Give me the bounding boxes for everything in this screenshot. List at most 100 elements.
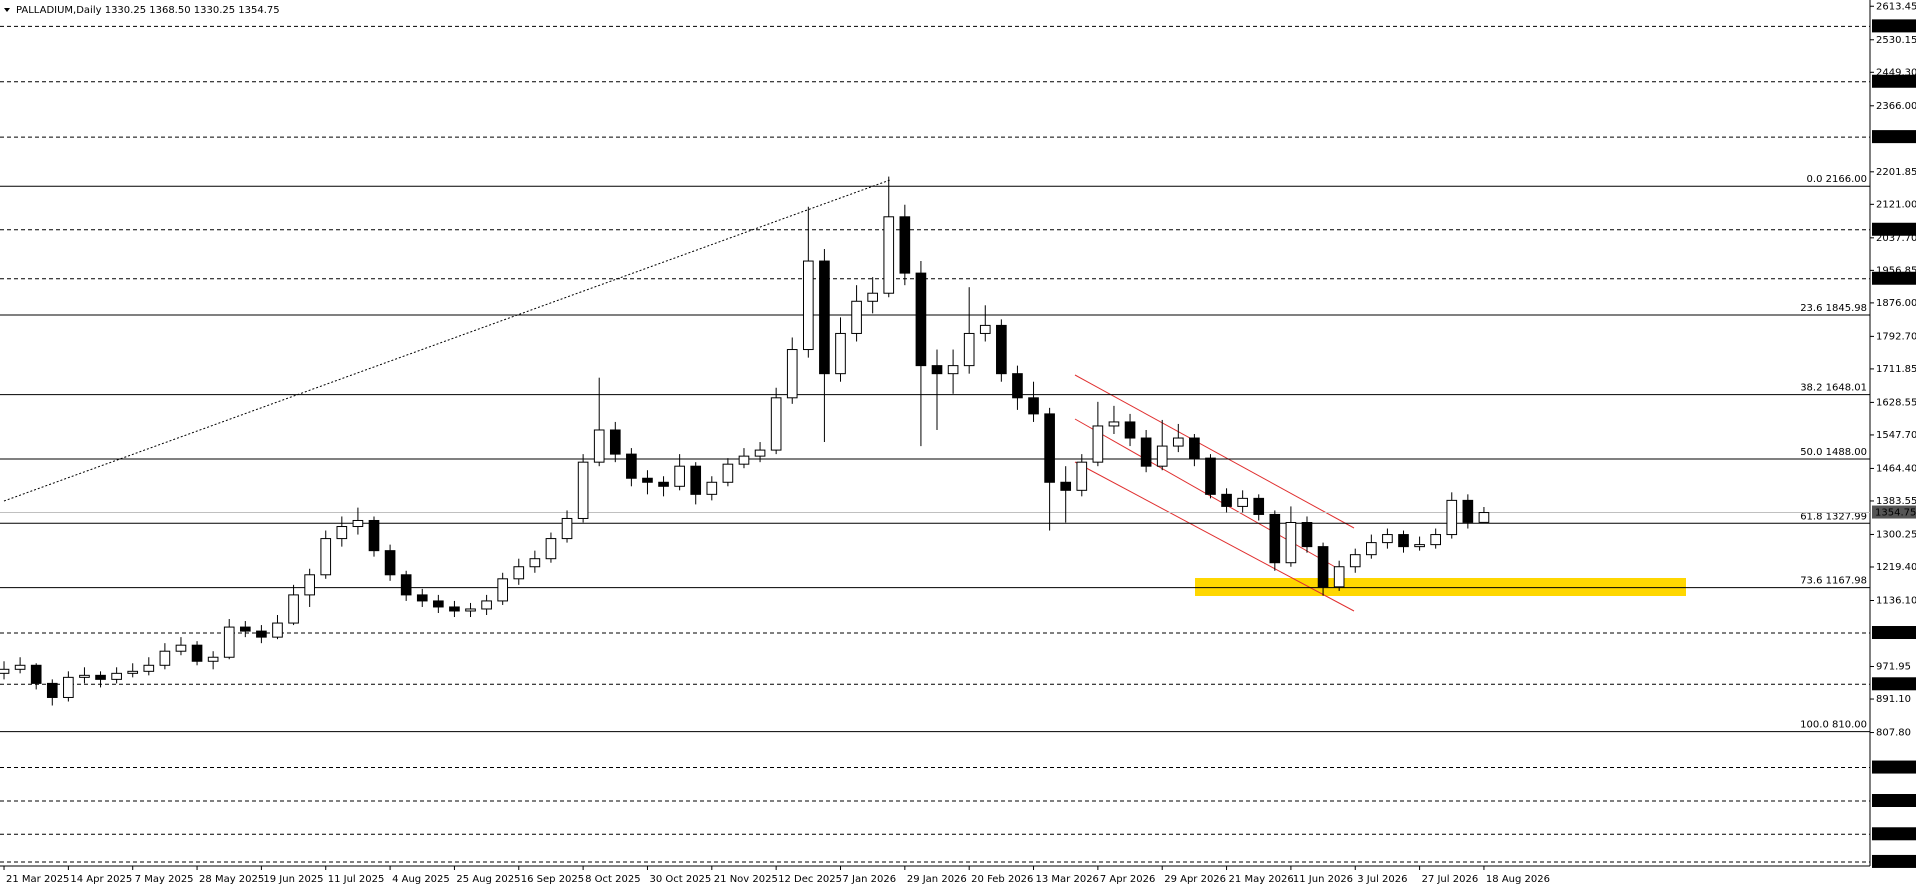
fib-ratio: 38.2 (1800, 383, 1822, 394)
candle-body (851, 300, 862, 334)
candle-body (288, 594, 299, 624)
candle-body (465, 608, 476, 612)
level-label: 486.10 (1875, 857, 1910, 868)
candle-body (239, 626, 251, 632)
candle-body (1044, 413, 1055, 483)
x-tick-label: 7 May 2025 (135, 874, 194, 885)
x-tick-label: 11 Jul 2025 (328, 874, 385, 885)
candle-body (996, 324, 1007, 375)
x-tick-label: 29 Apr 2026 (1164, 874, 1226, 885)
level-label: 2563.40 (1875, 21, 1916, 32)
candle-body (867, 292, 878, 302)
candle-body (368, 519, 380, 552)
candle-body (513, 566, 525, 580)
y-tick-label: 1876.00 (1876, 298, 1916, 309)
y-tick-label: 971.95 (1876, 662, 1911, 673)
candle-body (1317, 546, 1329, 588)
candle-body (175, 644, 187, 652)
candle-body (963, 332, 975, 367)
fib-ratio: 73.6 (1800, 576, 1822, 587)
candle-body (14, 664, 26, 670)
candle-body (899, 216, 911, 274)
candle-body (786, 349, 798, 399)
fib-label: 61.8 1327.99 (1800, 511, 1867, 522)
candle-body (1462, 499, 1474, 523)
fib-ratio: 0.0 (1807, 174, 1823, 185)
x-tick-label: 21 May 2026 (1229, 874, 1294, 885)
candle-body (1237, 497, 1248, 507)
y-tick-label: 1300.25 (1876, 529, 1916, 540)
candle-body (223, 626, 235, 658)
level-label-box (1872, 793, 1916, 807)
candle-body (1398, 534, 1409, 548)
current-price-label: 1354.75 (1875, 508, 1916, 519)
candle-body (1301, 521, 1313, 548)
level-label-box (1872, 626, 1916, 640)
candle-body (738, 455, 750, 465)
y-tick-label: 1219.40 (1876, 562, 1916, 573)
y-tick-label: 1628.55 (1876, 397, 1916, 408)
candle-body (143, 664, 155, 672)
candle-body (63, 676, 74, 698)
candle-body (46, 682, 58, 698)
candle-body (159, 650, 171, 666)
candle-body (497, 578, 509, 602)
candle-body (95, 674, 106, 680)
candle-body (30, 664, 42, 684)
candle-body (1349, 554, 1361, 568)
candle-body (272, 622, 283, 638)
y-tick-label: 891.10 (1876, 694, 1911, 705)
y-tick-label: 2366.00 (1876, 101, 1916, 112)
candle-body (674, 465, 685, 487)
level-label-box (1872, 74, 1916, 88)
level-label-box (1872, 760, 1916, 774)
candle-body (79, 674, 90, 678)
fib-label: 50.0 1488.00 (1800, 447, 1867, 458)
x-tick-label: 14 Apr 2025 (70, 874, 132, 885)
candle-body (642, 477, 653, 483)
candle-body (1221, 493, 1232, 507)
fib-ratio: 50.0 (1800, 447, 1822, 458)
candle-body (400, 574, 412, 596)
level-label: 720.75 (1875, 763, 1910, 774)
level-label-box (1872, 854, 1916, 868)
fib-price: 1327.99 (1826, 511, 1867, 522)
candle-body (561, 517, 573, 540)
candle-body (1478, 512, 1490, 523)
fib-price: 1488.00 (1826, 447, 1867, 458)
candle-body (1060, 481, 1072, 491)
menu-arrow (4, 8, 10, 12)
fib-label: 38.2 1648.01 (1800, 383, 1867, 394)
x-tick-label: 19 Jun 2025 (263, 874, 323, 885)
x-tick-label: 20 Feb 2026 (971, 874, 1033, 885)
candle-body (835, 332, 846, 375)
x-tick-label: 13 Mar 2026 (1036, 874, 1099, 885)
candle-body (1414, 544, 1425, 548)
candle-body (449, 606, 460, 612)
level-label-box (1872, 19, 1916, 33)
candle-body (1156, 445, 1168, 467)
level-label: 927.75 (1875, 679, 1910, 690)
fib-price: 1648.01 (1826, 383, 1867, 394)
candle-body (979, 324, 991, 334)
candle-body (127, 670, 139, 674)
candle-body (191, 644, 203, 662)
candle-body (1269, 513, 1281, 564)
level-label-box (1872, 677, 1916, 691)
level-label: 2288.10 (1875, 132, 1916, 143)
candle-body (1028, 397, 1039, 415)
channel-line (1074, 461, 1355, 612)
level-label: 1055.25 (1875, 628, 1916, 639)
candle-body (690, 465, 702, 495)
candle-body (0, 668, 10, 674)
y-tick-label: 2530.15 (1876, 35, 1916, 46)
candle-body (1333, 566, 1345, 588)
candle-body (1382, 534, 1393, 544)
x-tick-label: 7 Apr 2026 (1100, 874, 1155, 885)
level-label-box (1872, 271, 1916, 285)
candle-body (915, 272, 927, 367)
x-tick-label: 7 Jan 2026 (842, 874, 896, 885)
candle-body (481, 600, 492, 610)
